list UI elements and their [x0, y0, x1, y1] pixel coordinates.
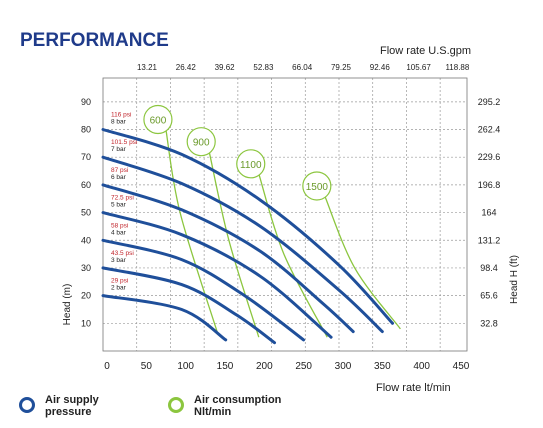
right-y-axis-label: Head H (ft)	[509, 255, 520, 304]
x-tick-label: 250	[295, 361, 312, 372]
right-y-tick-label: 98.4	[480, 263, 498, 273]
x-tick-label: 0	[104, 361, 110, 372]
y-tick-label: 70	[81, 152, 91, 162]
bar-label: 4 bar	[111, 229, 127, 236]
top-tick-label: 13.21	[137, 63, 158, 72]
chart-title: PERFORMANCE	[20, 30, 169, 51]
top-tick-label: 118.88	[445, 63, 469, 72]
bar-label: 6 bar	[111, 174, 127, 181]
y-tick-label: 60	[81, 180, 91, 190]
psi-label: 58 psi	[111, 222, 128, 229]
y-tick-label: 30	[81, 263, 91, 273]
x-tick-label: 300	[335, 361, 352, 372]
bar-label: 5 bar	[111, 202, 127, 209]
pressure-line-7-bar	[101, 155, 384, 334]
bar-label: 7 bar	[111, 146, 127, 153]
x-axis-label: Flow rate lt/min	[376, 382, 451, 394]
top-tick-label: 105.67	[406, 63, 431, 72]
pressure-line-6-bar	[101, 183, 355, 334]
y-tick-label: 50	[81, 208, 91, 218]
top-tick-label: 52.83	[253, 63, 274, 72]
x-tick-label: 150	[217, 361, 234, 372]
pressure-line-3-bar	[101, 266, 276, 345]
bar-label: 8 bar	[111, 119, 127, 126]
psi-label: 101.5 psi	[111, 139, 137, 146]
x-tick-label: 100	[177, 361, 194, 372]
bar-label: 3 bar	[111, 257, 127, 264]
legend-air-supply-marker	[19, 397, 35, 413]
consumption-label: 1100	[240, 160, 262, 171]
top-axis-label: Flow rate U.S.gpm	[380, 45, 471, 57]
psi-label: 87 psi	[111, 167, 128, 174]
pressure-line-5-bar	[101, 211, 333, 339]
top-tick-label: 66.04	[292, 63, 313, 72]
top-tick-label: 39.62	[215, 63, 236, 72]
right-y-tick-label: 196.8	[478, 180, 501, 190]
x-tick-label: 400	[413, 361, 430, 372]
right-y-tick-label: 65.6	[480, 291, 498, 301]
pressure-line-2-bar	[101, 294, 228, 342]
psi-label: 116 psi	[111, 112, 131, 119]
right-y-tick-label: 164	[481, 208, 496, 218]
y-tick-label: 40	[81, 235, 91, 245]
consumption-line-1100	[258, 173, 328, 338]
y-tick-label: 20	[81, 291, 91, 301]
top-tick-label: 79.25	[331, 63, 352, 72]
y-axis-label: Head (m)	[62, 284, 73, 326]
consumption-marker-1100	[236, 149, 266, 179]
pressure-line-4-bar	[101, 238, 306, 342]
psi-label: 72.5 psi	[111, 195, 134, 202]
plot-frame	[102, 77, 468, 352]
x-tick-label: 200	[256, 361, 273, 372]
psi-label: 29 psi	[111, 278, 128, 285]
y-tick-label: 80	[81, 125, 91, 135]
consumption-label: 900	[193, 138, 210, 149]
consumption-line-1500	[324, 195, 401, 330]
x-tick-label: 350	[374, 361, 391, 372]
consumption-marker-600	[143, 104, 173, 135]
right-y-tick-label: 262.4	[478, 125, 501, 135]
pressure-line-8-bar	[101, 128, 394, 325]
legend-air-supply-label: Air supply pressure	[45, 394, 100, 418]
consumption-label: 600	[150, 116, 167, 127]
consumption-marker-1500	[302, 171, 332, 201]
top-tick-label: 92.46	[370, 63, 391, 72]
psi-label: 43.5 psi	[111, 250, 134, 257]
y-tick-label: 90	[81, 97, 91, 107]
right-y-tick-label: 229.6	[478, 152, 501, 162]
bar-label: 2 bar	[111, 285, 127, 292]
top-tick-label: 26.42	[176, 63, 197, 72]
x-tick-label: 50	[141, 361, 153, 372]
legend-air-consumption-label: Air consumption Nlt/min	[194, 394, 282, 418]
x-tick-label: 450	[453, 361, 470, 372]
consumption-marker-900	[186, 127, 216, 157]
legend-air-consumption-marker	[168, 397, 184, 413]
consumption-label: 1500	[306, 182, 329, 193]
right-y-tick-label: 131.2	[478, 235, 501, 245]
right-y-tick-label: 295.2	[478, 97, 501, 107]
y-tick-label: 10	[81, 318, 91, 328]
right-y-tick-label: 32.8	[480, 318, 498, 328]
consumption-line-900	[208, 151, 260, 338]
